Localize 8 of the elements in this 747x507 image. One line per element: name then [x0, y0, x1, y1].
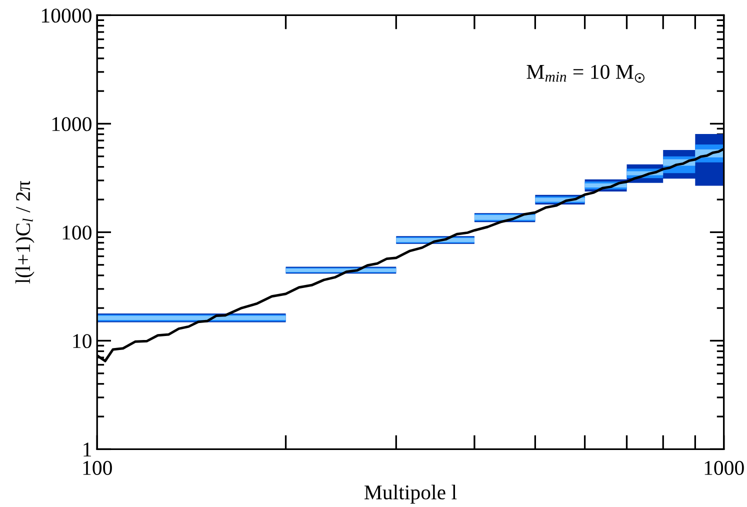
y-tick-label: 100 [62, 226, 92, 240]
y-tick-label: 10000 [42, 8, 92, 23]
y-axis-title: l(l+1)C$_{l}$ / 2π [15, 180, 34, 284]
y-tick-label: 1000 [52, 117, 92, 132]
annotation: M$_{min}$ = 10 M$_{☉}$ [526, 64, 644, 83]
y-tick-label: 1 [84, 442, 91, 456]
y-tick-label: 10 [73, 334, 92, 348]
x-axis-title: Multipole l [364, 484, 457, 504]
